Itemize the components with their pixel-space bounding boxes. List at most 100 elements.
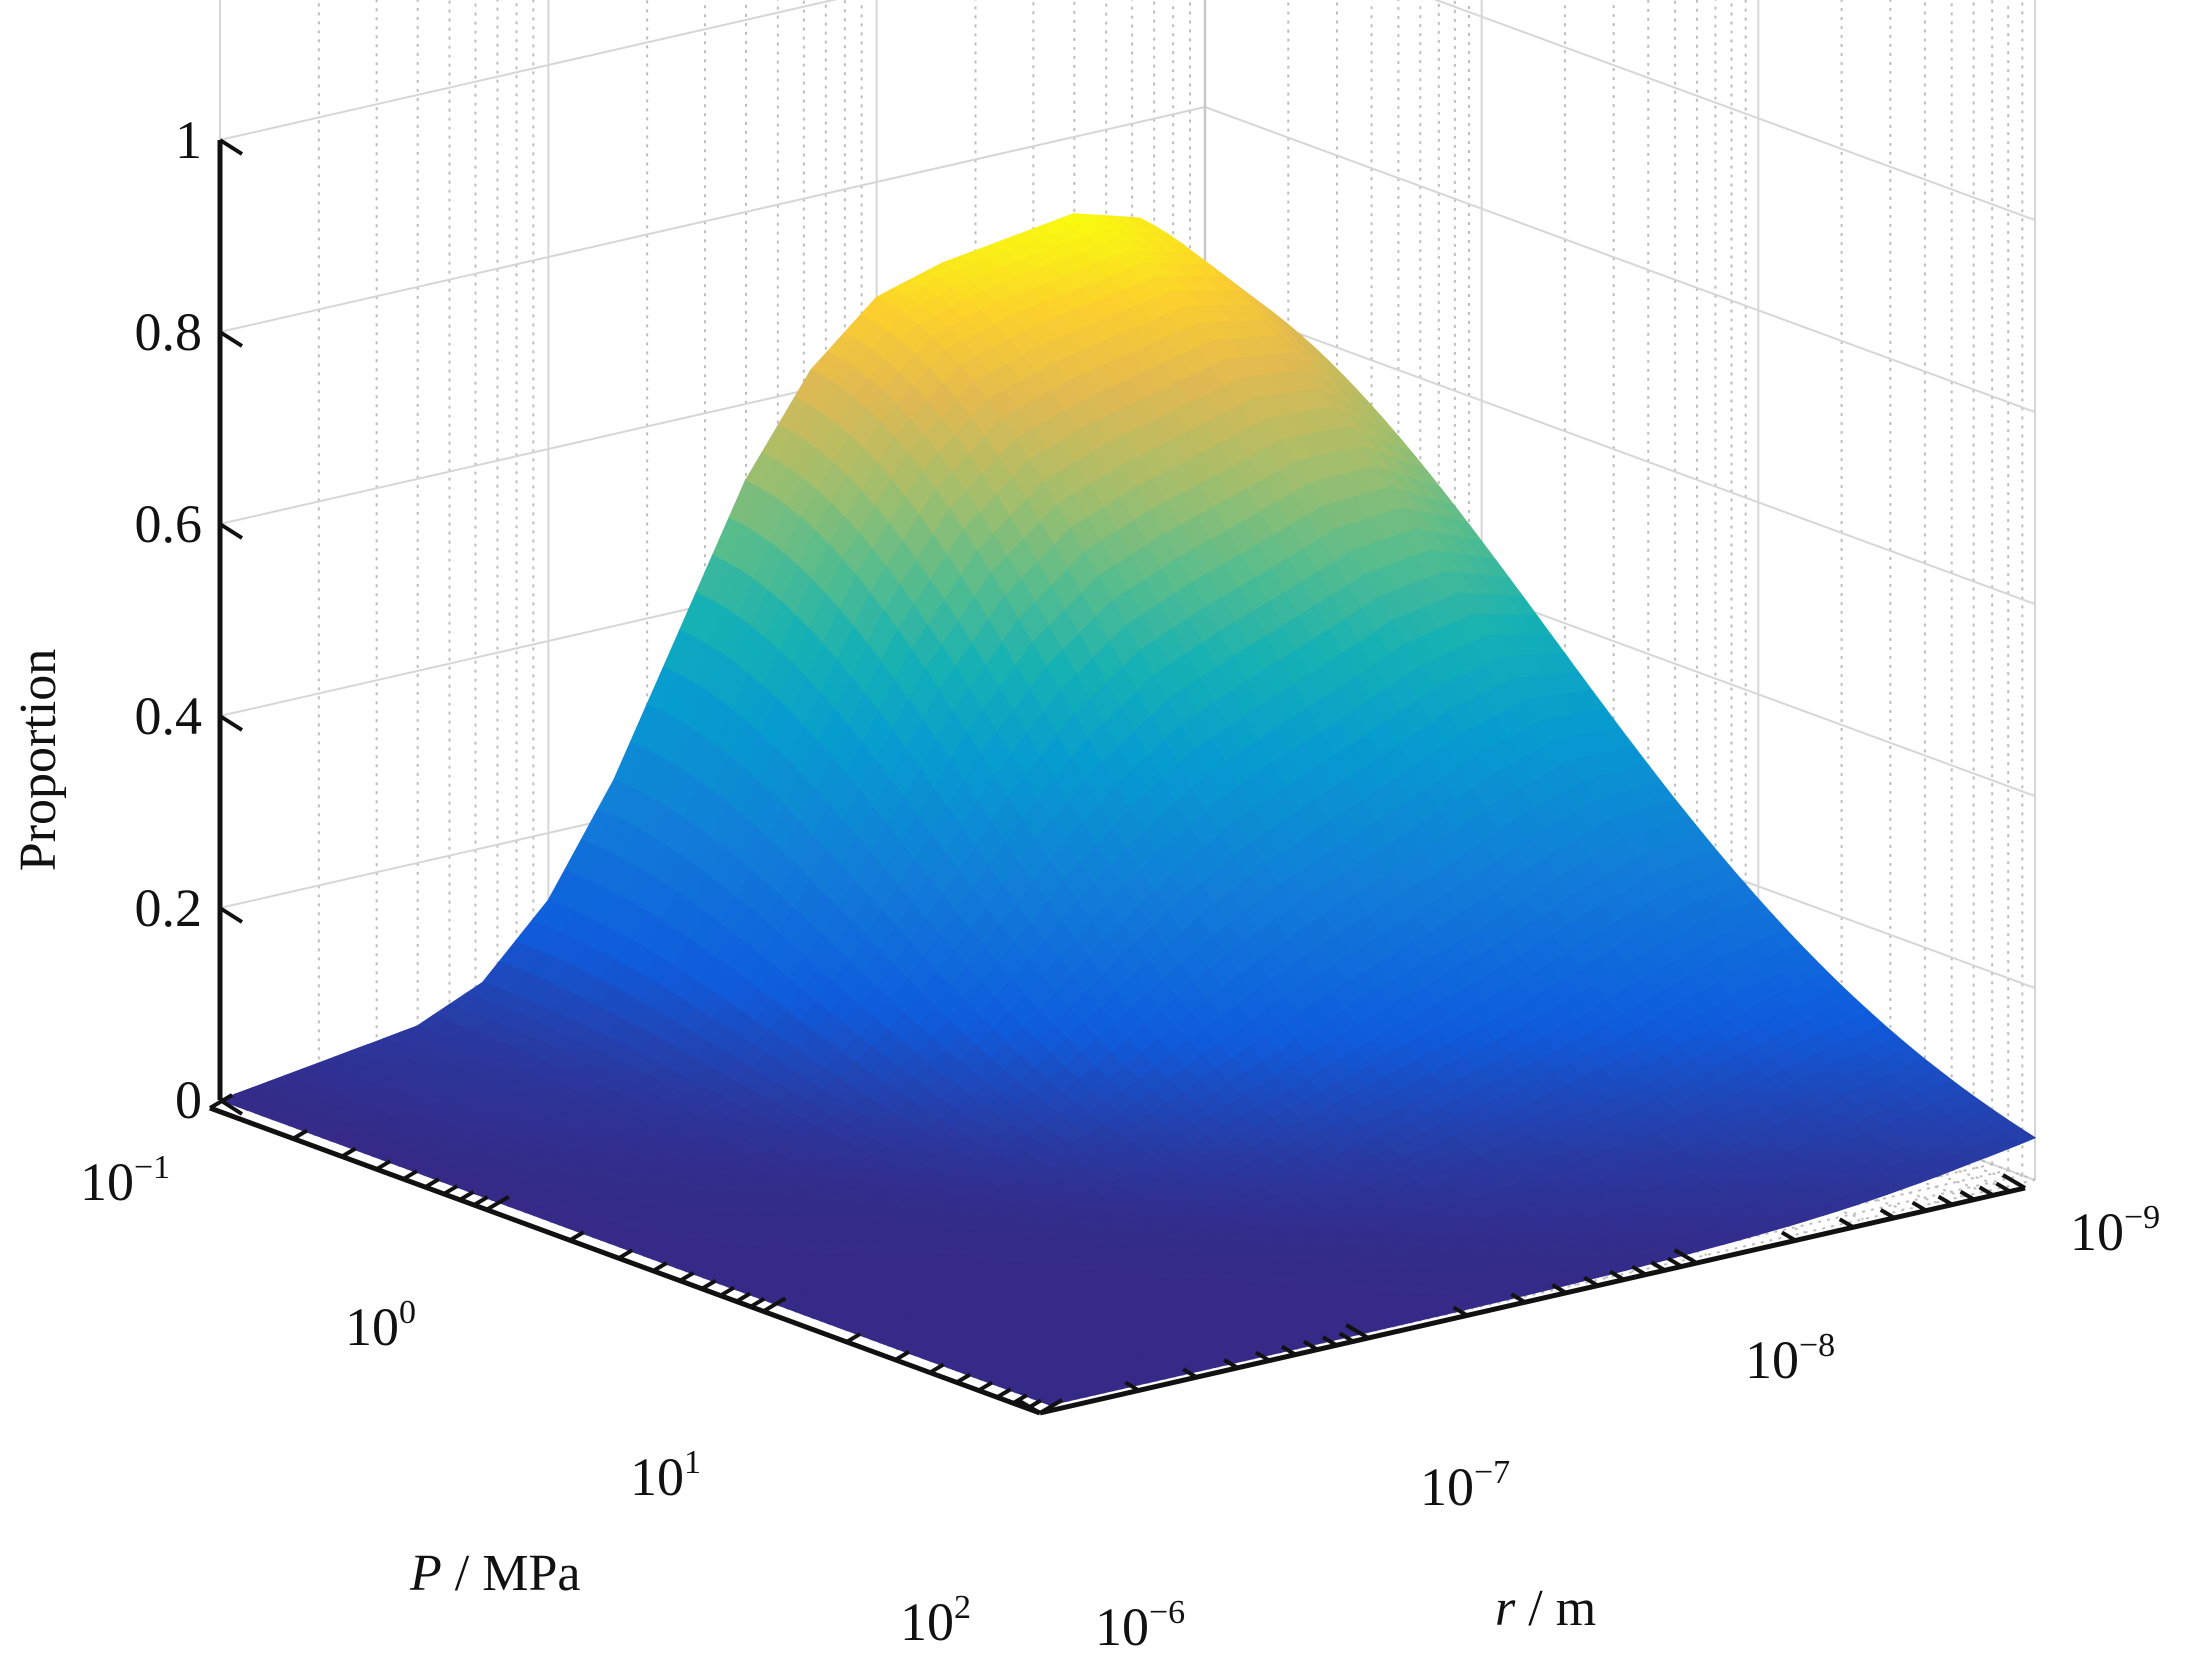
grid-line-z — [1204, 298, 2036, 605]
r-tick-label: 10−8 — [1745, 1327, 1835, 1390]
z-tick-label: 0.2 — [135, 878, 203, 938]
p-tick — [845, 1332, 862, 1344]
p-tick — [292, 1128, 308, 1141]
r-tick — [1510, 1292, 1527, 1304]
grid-line-z — [1204, 106, 2036, 413]
r-tick — [1345, 1323, 1370, 1340]
p-tick — [749, 1296, 766, 1309]
p-tick — [208, 1093, 234, 1110]
r-tick — [1452, 1305, 1469, 1318]
r-tick-exp: −6 — [1149, 1594, 1185, 1631]
r-tick — [1583, 1275, 1599, 1288]
p-tick — [894, 1350, 910, 1362]
p-axis-var: P — [409, 1545, 442, 1602]
p-tick-base: 10 — [900, 1592, 954, 1652]
p-tick — [402, 1169, 418, 1181]
r-tick — [1780, 1230, 1797, 1243]
r-tick — [1959, 1189, 1976, 1202]
r-tick-base: 10 — [1745, 1330, 1799, 1390]
z-tick — [218, 906, 244, 924]
r-tick-base: 10 — [2070, 1202, 2124, 1262]
p-tick-exp: 0 — [399, 1294, 416, 1331]
r-tick — [1673, 1248, 1698, 1265]
p-tick — [679, 1271, 695, 1283]
p-tick — [700, 1279, 717, 1291]
r-axis-line — [1039, 1185, 2026, 1416]
p-tick-exp: 1 — [684, 1444, 701, 1481]
p-tick — [424, 1177, 440, 1189]
r-tick-label: 10−9 — [2070, 1199, 2160, 1262]
z-tick — [218, 138, 244, 156]
p-tick — [442, 1184, 459, 1196]
grid-line-floor — [1049, 1179, 2036, 1406]
p-tick — [458, 1190, 475, 1202]
p-tick — [340, 1146, 357, 1159]
p-tick — [568, 1230, 585, 1242]
p-tick-base: 10 — [630, 1447, 684, 1507]
r-tick — [1254, 1350, 1271, 1363]
z-tick-label: 1 — [175, 110, 202, 170]
z-tick — [218, 714, 244, 732]
r-tick-base: 10 — [1095, 1597, 1149, 1657]
p-tick — [652, 1261, 668, 1273]
z-tick — [218, 1098, 244, 1116]
z-tick-label: 0.8 — [135, 302, 203, 362]
p-tick — [719, 1285, 736, 1298]
r-tick — [1609, 1269, 1625, 1282]
grid-line-z — [219, 0, 838, 141]
r-tick — [1631, 1264, 1647, 1277]
r-tick — [1879, 1208, 1896, 1220]
p-tick — [762, 1296, 787, 1314]
p-tick-exp: 2 — [954, 1589, 971, 1626]
z-tick-label: 0 — [175, 1070, 202, 1130]
z-axis-title: Proportion — [10, 649, 67, 871]
r-tick-label: 10−6 — [1095, 1594, 1185, 1657]
r-tick — [1338, 1331, 1355, 1344]
r-tick-base: 10 — [1420, 1457, 1474, 1517]
p-axis-line — [209, 1105, 1041, 1416]
z-tick — [218, 330, 244, 348]
p-tick — [472, 1195, 489, 1207]
z-tick-label: 0.4 — [135, 686, 203, 746]
r-tick — [1911, 1200, 1928, 1213]
r-tick — [1978, 1185, 1995, 1197]
r-tick-label: 10−7 — [1420, 1454, 1510, 1517]
surface — [218, 213, 2037, 1406]
p-tick — [375, 1159, 392, 1171]
p-axis-unit: / MPa — [442, 1545, 581, 1602]
p-tick — [977, 1380, 994, 1393]
r-tick — [1650, 1260, 1666, 1272]
p-axis-title: P / MPa — [409, 1545, 580, 1602]
r-tick-exp: −8 — [1799, 1327, 1835, 1364]
p-tick-label: 100 — [345, 1294, 416, 1357]
p-tick — [928, 1362, 945, 1375]
r-tick — [1124, 1380, 1140, 1393]
r-tick — [2001, 1173, 2027, 1190]
r-tick-exp: −9 — [2124, 1199, 2160, 1236]
r-tick — [1838, 1217, 1855, 1229]
r-tick — [1280, 1344, 1297, 1357]
r-tick — [1302, 1339, 1319, 1352]
p-tick — [735, 1291, 752, 1304]
r-axis-var: r — [1495, 1580, 1516, 1637]
r-tick — [1016, 1398, 1042, 1415]
r-tick — [1182, 1367, 1198, 1379]
r-tick — [1321, 1335, 1338, 1347]
grid-line-z — [1433, 0, 2036, 221]
p-tick — [485, 1194, 510, 1212]
p-tick — [1038, 1398, 1064, 1415]
p-tick — [617, 1248, 634, 1260]
r-axis-title: r / m — [1495, 1580, 1596, 1637]
r-tick — [1551, 1283, 1568, 1295]
p-tick-label: 101 — [630, 1444, 701, 1507]
axes — [208, 138, 2027, 1416]
r-tick — [1937, 1194, 1954, 1207]
r-tick — [1995, 1181, 2011, 1194]
p-tick-label: 102 — [900, 1589, 971, 1652]
r-tick — [1223, 1358, 1239, 1370]
p-tick-base: 10 — [80, 1152, 134, 1212]
r-axis-unit: / m — [1515, 1580, 1596, 1637]
p-tick-exp: −1 — [134, 1149, 170, 1186]
r-tick — [1667, 1256, 1683, 1269]
